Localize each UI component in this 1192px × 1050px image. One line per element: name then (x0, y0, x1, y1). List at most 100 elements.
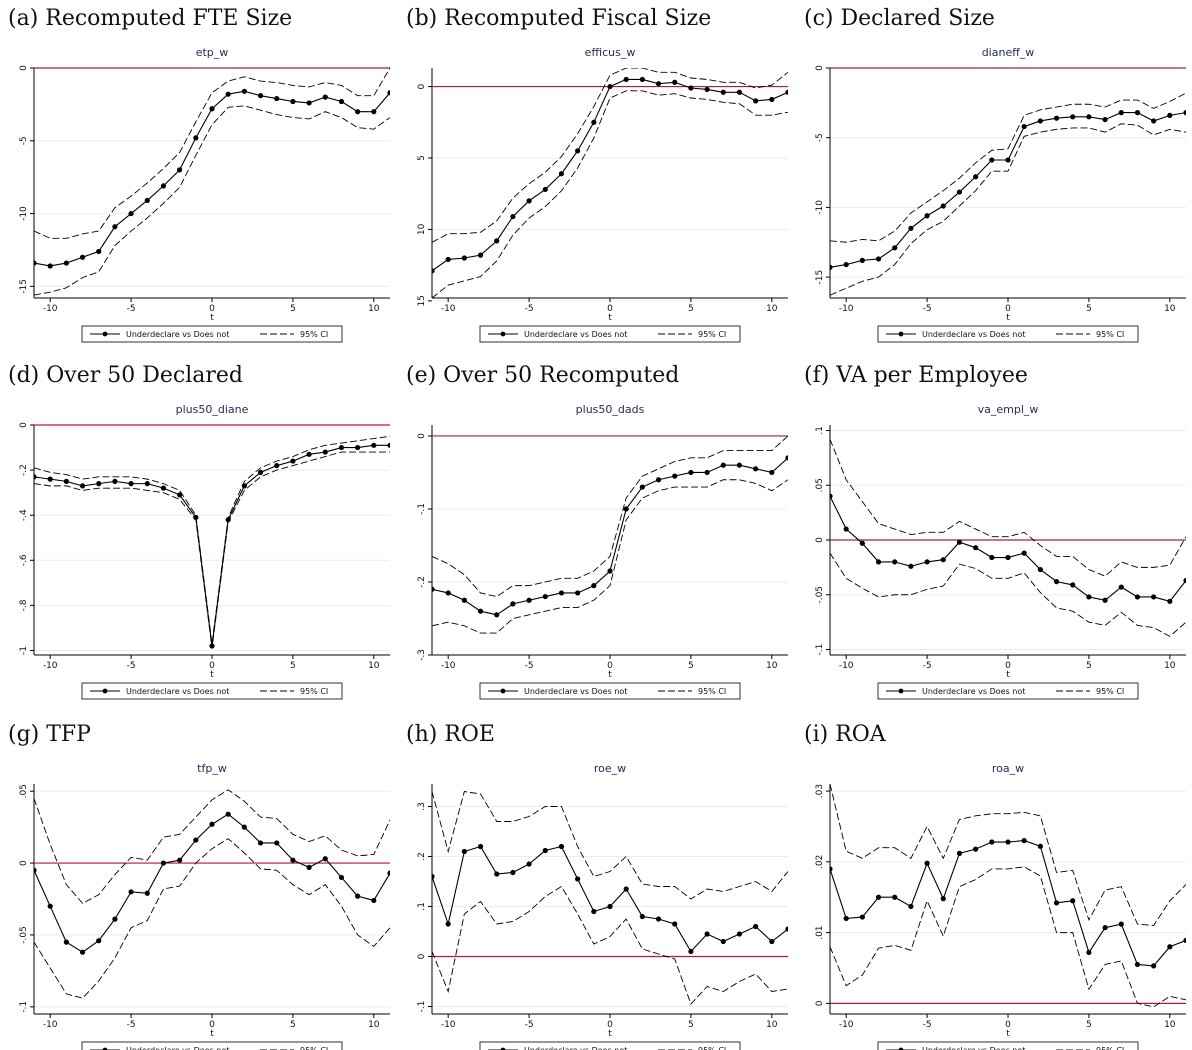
data-point (1167, 944, 1173, 950)
data-point (736, 462, 743, 468)
data-point (989, 839, 995, 845)
data-point (956, 850, 963, 856)
x-tick-label: 10 (766, 304, 778, 314)
data-point (753, 98, 759, 104)
legend: Underdeclare vs Does not 95% CI (877, 1041, 1139, 1050)
data-point (830, 866, 833, 872)
data-point (494, 612, 500, 618)
data-point (445, 921, 451, 927)
ci-upper-line (830, 439, 1186, 577)
data-point (591, 119, 597, 125)
data-point (720, 462, 726, 468)
estimate-line (34, 813, 390, 953)
panel-caption: (c) Declared Size (804, 6, 995, 31)
ci-lower-line (34, 838, 390, 999)
legend-label-estimate: Underdeclare vs Does not (524, 1046, 627, 1050)
y-tick-label: -15 (19, 279, 29, 294)
data-point (96, 481, 102, 487)
legend-box (877, 682, 1139, 700)
data-point (542, 847, 548, 854)
data-point (96, 938, 102, 944)
legend: Underdeclare vs Does not 95% CI (479, 325, 741, 343)
ci-lower-line (432, 885, 788, 1005)
data-point (1102, 597, 1108, 603)
x-tick-label: -10 (441, 1020, 456, 1030)
x-tick-label: -10 (43, 661, 58, 671)
data-point (875, 559, 882, 565)
data-point (575, 876, 581, 882)
data-point (112, 478, 118, 484)
data-point (720, 938, 726, 945)
data-point (322, 449, 328, 455)
legend-box (877, 325, 1139, 343)
data-point (306, 100, 312, 106)
x-tick-label: 10 (766, 661, 778, 671)
y-tick-label: .03 (815, 784, 825, 798)
data-point (1183, 577, 1186, 584)
data-point (753, 466, 759, 472)
x-tick-label: -5 (923, 304, 932, 314)
x-tick-label: 5 (688, 661, 694, 671)
y-tick-label: 0 (19, 65, 29, 71)
data-point (1021, 838, 1027, 844)
legend-label-ci: 95% CI (1096, 330, 1124, 339)
data-point (973, 545, 979, 551)
data-point (1151, 594, 1157, 600)
data-point (445, 590, 451, 596)
y-tick-label: .02 (815, 855, 825, 869)
x-tick-label: 10 (766, 1020, 778, 1030)
x-tick-label: -5 (525, 304, 534, 314)
y-tick-label: .01 (815, 925, 825, 939)
data-point (477, 843, 484, 850)
y-tick-label: 0 (417, 953, 427, 959)
legend: Underdeclare vs Does not 95% CI (81, 682, 343, 700)
data-point (387, 442, 390, 448)
ci-upper-line (432, 435, 788, 598)
data-point (338, 444, 345, 451)
y-tick-label: 0 (19, 422, 29, 428)
data-point (704, 86, 710, 93)
data-point (859, 914, 865, 920)
data-point (355, 444, 361, 451)
data-point (785, 89, 788, 95)
legend-marker (500, 688, 506, 694)
series-group (830, 92, 1186, 296)
y-tick-label: -.8 (19, 599, 29, 611)
data-point (542, 186, 548, 193)
legend-label-ci: 95% CI (300, 687, 328, 696)
data-point (908, 903, 914, 910)
data-point (830, 493, 833, 499)
panel-caption: (a) Recomputed FTE Size (8, 6, 293, 31)
series-group (34, 789, 390, 999)
x-tick-label: 5 (688, 1020, 694, 1030)
ci-lower-line (34, 105, 390, 296)
data-point (672, 921, 678, 927)
data-point (144, 481, 150, 487)
data-point (47, 263, 53, 269)
data-point (494, 871, 500, 877)
data-point (623, 506, 629, 512)
y-tick-label: -1 (19, 646, 29, 655)
y-tick-label: -.1 (19, 1001, 29, 1013)
data-point (875, 256, 882, 262)
data-point (1070, 114, 1076, 120)
data-point (112, 916, 118, 922)
legend-label-ci: 95% CI (300, 1046, 328, 1050)
ci-upper-line (432, 790, 788, 900)
data-point (655, 916, 662, 922)
ci-upper-line (34, 68, 390, 239)
chart-svg: dianeff_w 0 -5 -10 -15 -10 -5 0 5 10 t Underdeclare… (815, 46, 1186, 343)
y-tick-label: -.05 (19, 926, 29, 944)
data-point (843, 915, 849, 922)
legend-marker (102, 688, 108, 694)
data-point (144, 197, 150, 204)
x-tick-label: -5 (127, 661, 136, 671)
data-point (989, 157, 995, 163)
y-tick-label: .2 (417, 852, 427, 861)
data-point (769, 938, 775, 945)
y-tick-label: 10 (417, 223, 427, 235)
y-tick-label: -5 (19, 136, 29, 145)
data-point (655, 81, 662, 87)
x-tick-label: 5 (1086, 304, 1092, 314)
data-point (924, 559, 930, 565)
